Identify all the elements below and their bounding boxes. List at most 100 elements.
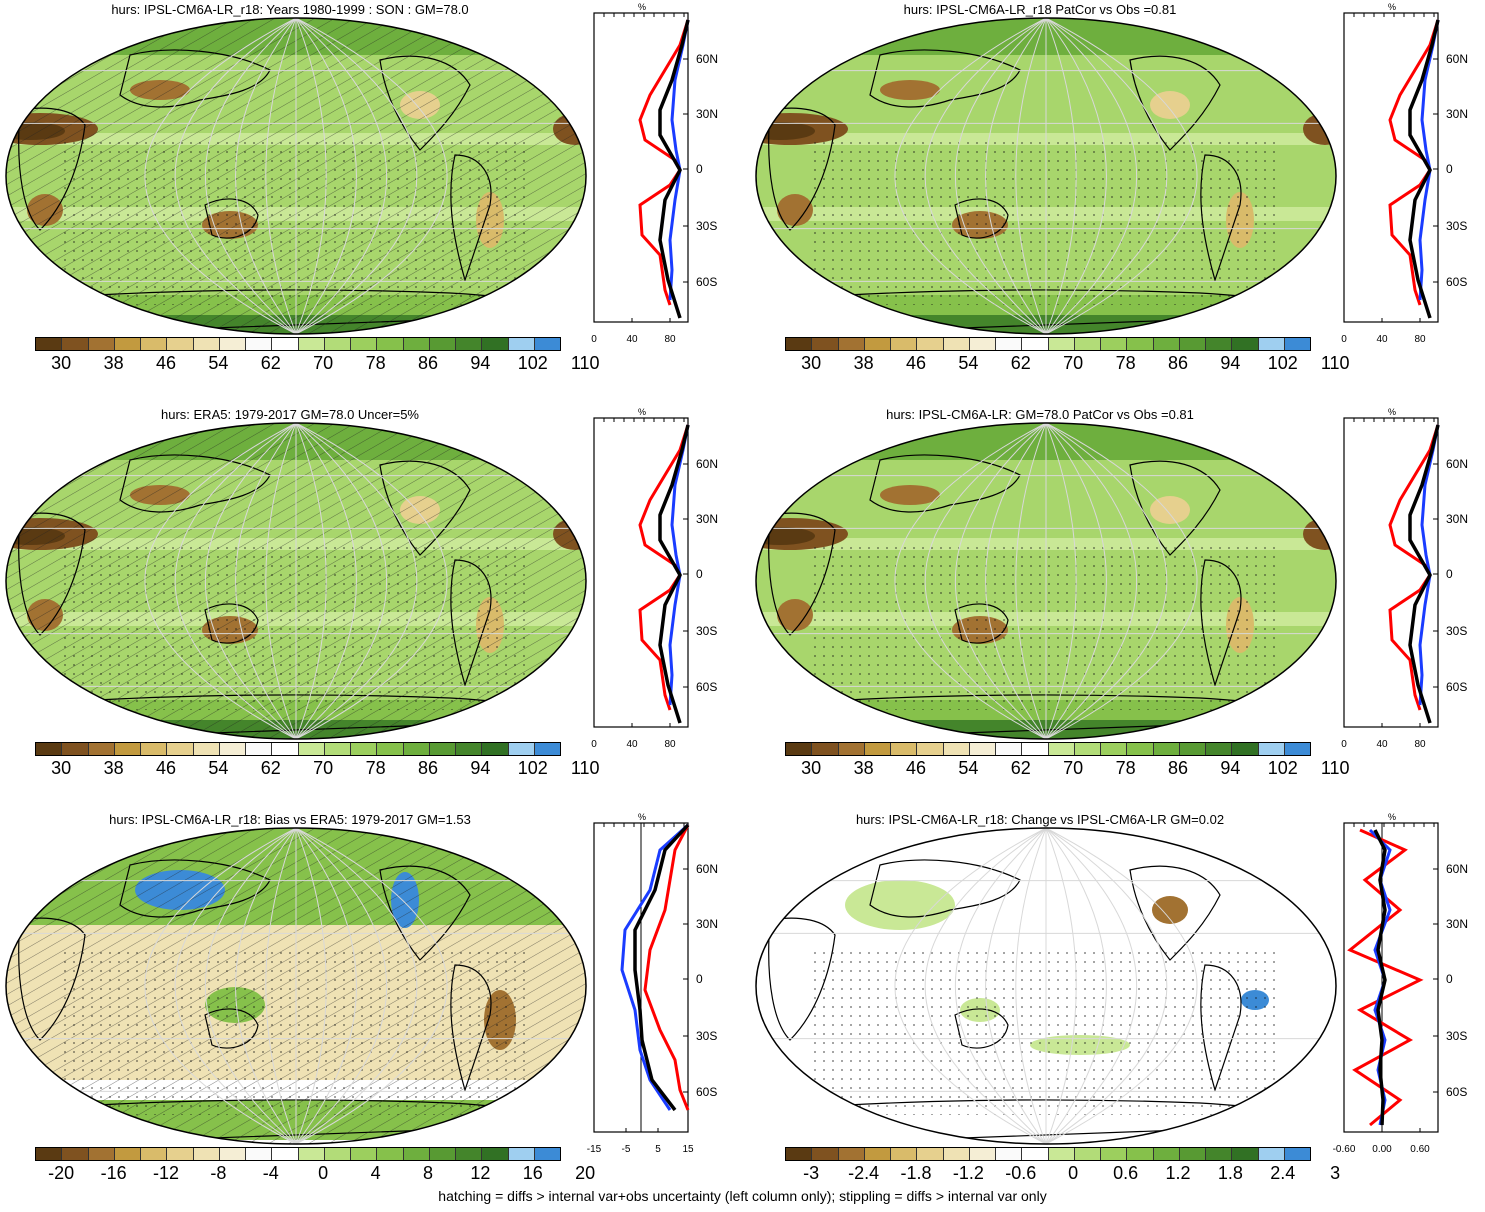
colorbar-swatch [141,1148,168,1160]
zonal-line-blue [620,823,689,1111]
map-outline [5,827,587,1145]
colorbar-swatch [1232,1148,1259,1160]
colorbar-tick-label: 54 [958,353,979,373]
colorbar-swatch [969,743,996,755]
colorbar-labels: 30 38 46 54 62 70 78 86 94 102 110 [35,758,599,780]
colorbar-tick-label: 54 [208,353,229,373]
colorbar-tick-label: 62 [1010,758,1031,778]
zonal-line-blue [668,424,690,706]
colorbar-labels: -20 -16 -12 -8 -4 0 4 8 12 16 20 [35,1163,595,1185]
colorbar-swatch [167,1148,194,1160]
colorbar-swatch [838,743,865,755]
colorbar-swatch [62,1148,89,1160]
colorbar-swatch [482,338,509,350]
colorbar [35,1147,561,1161]
zonal-line-red [643,824,690,1111]
colorbar-swatch [298,338,325,350]
colorbar-tick-label: 94 [470,758,491,778]
zonal-frame [593,417,689,728]
colorbar-swatch [1048,743,1075,755]
zonal-unit-label: % [638,2,646,12]
colorbar-tick-label: 0.6 [1113,1163,1139,1183]
map-title: hurs: ERA5: 1979-2017 GM=78.0 Uncer=5% [161,407,419,422]
footnote: hatching = diffs > internal var+obs unce… [438,1188,1047,1204]
zonal-x-tick-label: 80 [664,739,676,750]
colorbar-swatch [377,338,404,350]
lat-label: 60S [1446,680,1467,694]
zonal-x-tick-label: 80 [1414,334,1426,345]
zonal-mean-plot: % 60N 30N 0 30S 60S 0 40 80 [591,2,718,345]
zonal-line-black [1373,829,1387,1126]
graticule [756,18,1336,334]
colorbar [785,1147,1311,1161]
colorbar-swatch [1258,1148,1285,1160]
colorbar-tick-label: 54 [958,758,979,778]
colorbar-swatch [1232,338,1259,350]
coastline [869,454,1021,513]
colorbar-swatch [1022,1148,1049,1160]
zonal-line-blue [1418,19,1440,301]
colorbar-swatch [219,1148,246,1160]
lat-label: 30S [1446,219,1467,233]
colorbar-tick-label: -16 [100,1163,127,1183]
colorbar-tick-label: 70 [1063,758,1084,778]
colorbar-swatch [812,1148,839,1160]
colorbar-swatch [786,743,813,755]
zonal-line-blue [668,19,690,301]
zonal-x-tick-label: 0.60 [1410,1144,1430,1155]
colorbar [785,337,1311,351]
lat-label: 30S [1446,624,1467,638]
colorbar-swatch [996,743,1023,755]
colorbar-swatch [141,743,168,755]
colorbar-swatch [429,1148,456,1160]
colorbar-tick-label: 62 [260,353,281,373]
colorbar-swatch [508,743,535,755]
colorbar-swatch [1048,1148,1075,1160]
graticule [756,828,1336,1144]
colorbar-swatch [943,743,970,755]
panel-2: hurs: IPSL-CM6A-LR_r18 PatCor vs Obs =0.… [750,0,1485,380]
colorbar-tick-label: 46 [155,758,177,778]
lat-label: 0 [1446,972,1453,986]
colorbar-swatch [36,338,63,350]
colorbar-swatch [969,338,996,350]
colorbar-tick-label: 46 [155,353,177,373]
zonal-mean-plot: % 60N 30N 0 30S 60S -0.60 0.00 0.60 [1333,812,1468,1155]
colorbar-swatch [1284,743,1310,755]
robinson-map [5,827,587,1145]
colorbar-swatch [1153,743,1180,755]
colorbar-labels: 30 38 46 54 62 70 78 86 94 102 110 [35,353,599,375]
colorbar-swatch [996,338,1023,350]
colorbar-swatch [429,338,456,350]
lat-label: 60N [696,52,718,66]
colorbar-swatch [36,1148,63,1160]
zonal-mean-plot: % 60N 30N 0 30S 60S 0 40 80 [1341,407,1468,750]
colorbar-swatch [88,338,115,350]
zonal-x-tick-label: 0.00 [1372,1144,1392,1155]
colorbar-swatch [864,743,891,755]
colorbar-swatch [88,1148,115,1160]
lat-label: 60N [1446,457,1468,471]
colorbar-tick-label: 62 [260,758,281,778]
zonal-unit-label: % [1388,407,1396,417]
lat-label: 0 [1446,162,1453,176]
colorbar-swatch [324,1148,351,1160]
colorbar-swatch [324,338,351,350]
colorbar-swatch [1206,338,1233,350]
lat-label: 60N [1446,52,1468,66]
colorbar-swatch [167,743,194,755]
zonal-line-black [633,823,690,1112]
lat-label: 30N [1446,512,1468,526]
colorbar-tick-label: -0.6 [1005,1163,1037,1183]
coastline [869,49,1021,108]
map-field [6,18,586,334]
map-title: hurs: IPSL-CM6A-LR: GM=78.0 PatCor vs Ob… [886,407,1194,422]
map-outline [755,827,1337,1145]
colorbar-swatch [246,743,273,755]
colorbar-swatch [114,743,141,755]
graticule [6,18,586,334]
colorbar-swatch [272,338,299,350]
panel-6: hurs: IPSL-CM6A-LR_r18: Change vs IPSL-C… [750,810,1485,1190]
colorbar-swatch [298,743,325,755]
colorbar-swatch [969,1148,996,1160]
